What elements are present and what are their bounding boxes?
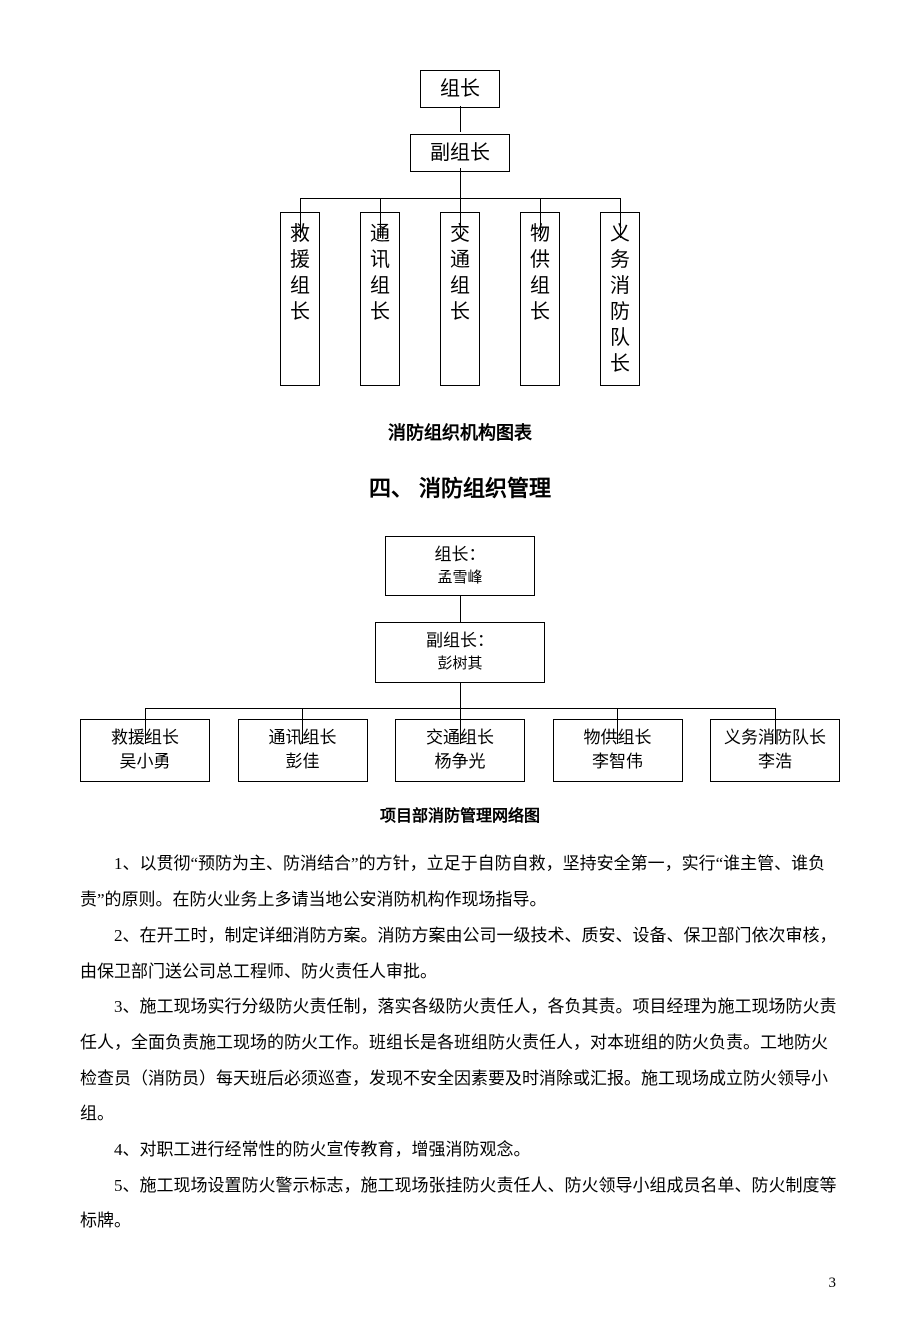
connector bbox=[460, 198, 461, 238]
org-chart-1: 组长 副组长 救援组长通讯组长交通组长物供组长义务消防队长 bbox=[280, 70, 640, 386]
connector bbox=[617, 708, 618, 744]
chart2-top-box: 组长： 孟雪峰 bbox=[385, 536, 535, 596]
connector bbox=[460, 168, 461, 198]
chart2-mid-title: 副组长： bbox=[394, 629, 526, 654]
chart2-sub-name: 彭佳 bbox=[247, 750, 359, 775]
chart2-top-title: 组长： bbox=[404, 543, 516, 568]
chart2-caption: 项目部消防管理网络图 bbox=[80, 802, 840, 832]
chart1-sub-box: 救援组长 bbox=[280, 212, 320, 386]
connector bbox=[620, 198, 621, 238]
chart1-sub-row: 救援组长通讯组长交通组长物供组长义务消防队长 bbox=[280, 212, 640, 386]
chart2-mid-name: 彭树其 bbox=[394, 654, 526, 676]
connector bbox=[460, 106, 461, 132]
paragraph: 2、在开工时，制定详细消防方案。消防方案由公司一级技术、质安、设备、保卫部门依次… bbox=[80, 918, 840, 989]
chart2-sub-name: 李智伟 bbox=[562, 750, 674, 775]
paragraph: 3、施工现场实行分级防火责任制，落实各级防火责任人，各负其责。项目经理为施工现场… bbox=[80, 989, 840, 1132]
connector bbox=[145, 708, 146, 744]
chart1-caption: 消防组织机构图表 bbox=[80, 416, 840, 450]
chart2-top-name: 孟雪峰 bbox=[404, 568, 516, 590]
chart2-sub-name: 李浩 bbox=[719, 750, 831, 775]
connector bbox=[300, 198, 301, 238]
page-number: 3 bbox=[80, 1269, 840, 1298]
chart1-sub-box: 义务消防队长 bbox=[600, 212, 640, 386]
chart2-sub-name: 杨争光 bbox=[404, 750, 516, 775]
org-chart-2: 组长： 孟雪峰 副组长： 彭树其 救援组长吴小勇通讯组长彭佳交通组长杨争光物供组… bbox=[80, 536, 840, 782]
connector bbox=[460, 682, 461, 708]
connector bbox=[302, 708, 303, 744]
connector bbox=[540, 198, 541, 238]
connector bbox=[775, 708, 776, 744]
connector bbox=[380, 198, 381, 238]
chart2-mid-box: 副组长： 彭树其 bbox=[375, 622, 545, 682]
body-text: 1、以贯彻“预防为主、防消结合”的方针，立足于自防自救，坚持安全第一，实行“谁主… bbox=[80, 846, 840, 1239]
chart1-sub-box: 通讯组长 bbox=[360, 212, 400, 386]
connector bbox=[460, 708, 461, 744]
chart1-top-box: 组长 bbox=[420, 70, 500, 108]
chart1-sub-box: 交通组长 bbox=[440, 212, 480, 386]
paragraph: 1、以贯彻“预防为主、防消结合”的方针，立足于自防自救，坚持安全第一，实行“谁主… bbox=[80, 846, 840, 917]
paragraph: 4、对职工进行经常性的防火宣传教育，增强消防观念。 bbox=[80, 1132, 840, 1168]
paragraph: 5、施工现场设置防火警示标志，施工现场张挂防火责任人、防火领导小组成员名单、防火… bbox=[80, 1168, 840, 1239]
connector bbox=[460, 596, 461, 622]
chart1-mid-box: 副组长 bbox=[410, 134, 510, 172]
section-heading: 四、 消防组织管理 bbox=[80, 468, 840, 510]
chart1-sub-box: 物供组长 bbox=[520, 212, 560, 386]
chart2-sub-name: 吴小勇 bbox=[89, 750, 201, 775]
